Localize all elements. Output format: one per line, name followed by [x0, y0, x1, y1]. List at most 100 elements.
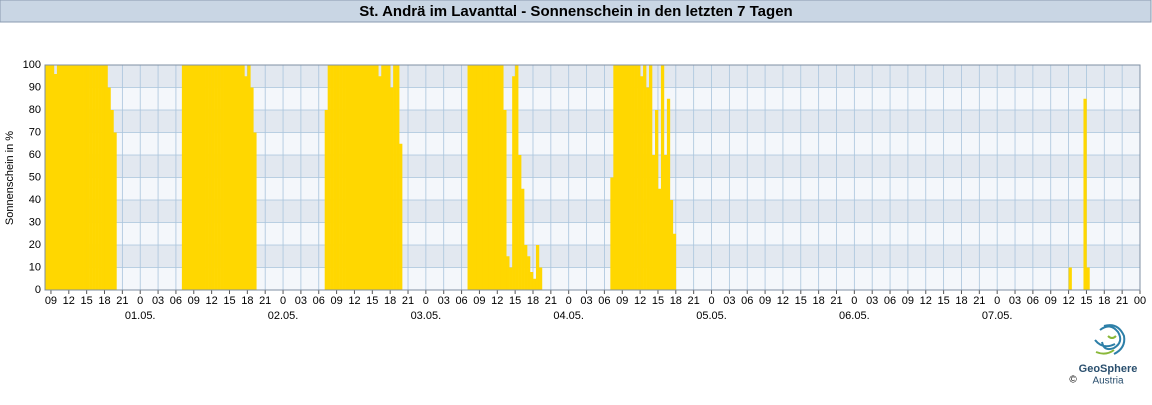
day-label: 02.05.	[268, 310, 299, 322]
x-tick-label: 03	[866, 295, 878, 307]
bar	[226, 65, 230, 290]
bar	[110, 110, 114, 290]
bar	[634, 65, 638, 290]
x-tick-label: 15	[223, 295, 235, 307]
bar	[101, 65, 105, 290]
bar	[631, 65, 635, 290]
bar	[390, 87, 394, 290]
bar	[506, 256, 510, 290]
bar	[89, 65, 93, 290]
title-bar	[0, 0, 1152, 23]
x-tick-label: 18	[384, 295, 396, 307]
x-tick-label: 03	[295, 295, 307, 307]
x-tick-label: 18	[241, 295, 253, 307]
y-axis-label: Sonnenschein in %	[4, 131, 16, 225]
bar	[524, 245, 528, 290]
bar	[494, 65, 498, 290]
bar	[232, 65, 236, 290]
bar	[113, 132, 117, 290]
bar	[357, 65, 361, 290]
bar	[663, 155, 668, 290]
bar	[223, 65, 227, 290]
bar	[363, 65, 367, 290]
bar	[187, 65, 192, 290]
bar	[538, 267, 543, 290]
x-tick-label: 09	[1045, 295, 1057, 307]
bar	[488, 65, 492, 290]
x-tick-label: 09	[473, 295, 485, 307]
x-tick-label: 06	[170, 295, 182, 307]
bar	[351, 65, 355, 290]
bar	[324, 110, 328, 290]
copyright: ©	[1069, 375, 1077, 386]
x-tick-label: 12	[1062, 295, 1074, 307]
x-tick-label: 15	[795, 295, 807, 307]
bar	[646, 87, 650, 290]
bar	[503, 110, 507, 290]
bar	[327, 65, 331, 290]
bar	[241, 65, 245, 290]
x-tick-label: 12	[348, 295, 360, 307]
bar	[613, 65, 617, 290]
bar	[342, 65, 346, 290]
bar	[500, 65, 504, 290]
x-tick-label: 0	[423, 295, 429, 307]
bar	[196, 65, 201, 290]
bar	[59, 65, 64, 290]
bar	[199, 65, 204, 290]
x-tick-label: 0	[137, 295, 143, 307]
x-tick-label: 12	[491, 295, 503, 307]
bar	[616, 65, 620, 290]
bar	[330, 65, 334, 290]
bar	[92, 65, 96, 290]
bar	[622, 65, 626, 290]
logo-sub: Austria	[1092, 376, 1124, 387]
plot-area: 0 10 20 30 40 50 60 70 80 90 100 09 12 15 18 21 0 03 06 09 1…	[23, 59, 1146, 322]
bar	[654, 110, 659, 290]
bar	[527, 256, 531, 290]
bar	[74, 65, 79, 290]
x-tick-label: 15	[937, 295, 949, 307]
bar	[104, 65, 108, 290]
bar	[247, 65, 251, 290]
bar	[56, 65, 61, 290]
bar	[336, 65, 340, 290]
bar	[333, 65, 337, 290]
x-tick-label: 15	[366, 295, 378, 307]
bar	[378, 76, 382, 290]
bar	[250, 87, 254, 290]
x-tick-label: 15	[81, 295, 93, 307]
bar	[372, 65, 376, 290]
x-tick-label: 06	[884, 295, 896, 307]
bar	[482, 65, 486, 290]
bar	[95, 65, 99, 290]
bar	[190, 65, 195, 290]
y-tick-label: 60	[29, 149, 41, 161]
x-tick-label: 21	[259, 295, 271, 307]
bar	[666, 98, 671, 290]
day-label: 05.05.	[696, 310, 727, 322]
x-tick-label: 06	[313, 295, 325, 307]
bar	[473, 65, 477, 290]
x-tick-label: 21	[973, 295, 985, 307]
y-tick-label: 0	[35, 284, 41, 296]
bar	[107, 87, 111, 290]
x-tick-label: 09	[188, 295, 200, 307]
bar	[652, 155, 656, 290]
bar	[86, 65, 90, 290]
bar	[45, 65, 49, 290]
x-tick-label: 03	[1009, 295, 1021, 307]
x-tick-label: 12	[206, 295, 218, 307]
bar	[387, 65, 391, 290]
x-tick-label: 06	[741, 295, 753, 307]
bar	[393, 65, 397, 290]
bar	[637, 65, 641, 290]
x-tick-label: 09	[45, 295, 57, 307]
x-tick-label: 12	[777, 295, 789, 307]
x-tick-label: 15	[652, 295, 664, 307]
x-tick-label: 18	[813, 295, 825, 307]
bar	[253, 132, 257, 290]
y-tick-label: 90	[29, 81, 41, 93]
bar	[640, 76, 644, 290]
